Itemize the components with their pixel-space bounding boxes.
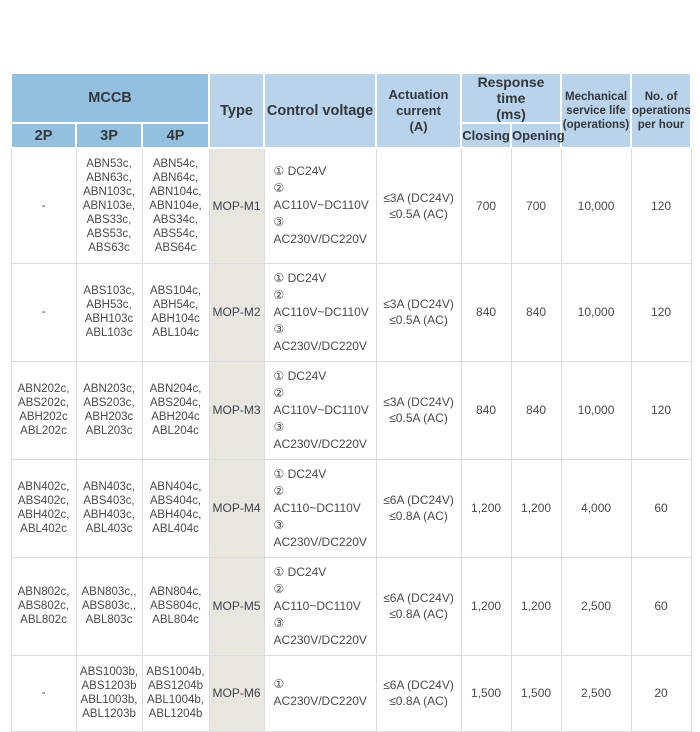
cell-mccb-2p: -: [10, 147, 77, 264]
table-row: ABN802c, ABS802c, ABL802c ABN803c,, ABS80…: [10, 556, 692, 656]
cell-mccb-4p: ABS104c, ABH54c, ABH104c ABL104c: [141, 262, 210, 362]
cell-mccb-3p: ABN53c, ABN63c, ABN103c, ABN103e, ABS33c…: [75, 147, 143, 264]
cell-mccb-3p: ABS103c, ABH53c, ABH103c ABL103c: [75, 262, 143, 362]
table-row: - ABS1003b, ABS1203b ABL1003b, ABL1203b AB…: [10, 654, 692, 732]
spec-table: MCCB Type Control voltage Actuation curr…: [9, 72, 693, 732]
table-row: ABN202c, ABS202c, ABH202c ABL202c ABN203c…: [10, 360, 692, 460]
cell-control-voltage: ① DC24V ② AC110V~DC110V ③ AC230V/DC220V: [263, 360, 377, 460]
cell-opening: 1,200: [510, 458, 562, 558]
cell-ops-per-hour: 120: [630, 262, 692, 362]
cell-service-life: 10,000: [560, 262, 632, 362]
header-2p: 2P: [10, 122, 77, 149]
cell-type: MOP-M1: [208, 147, 265, 264]
cell-mccb-2p: -: [10, 654, 77, 732]
header-3p: 3P: [75, 122, 143, 149]
header-closing: Closing: [460, 122, 513, 149]
cell-mccb-3p: ABS1003b, ABS1203b ABL1003b, ABL1203b: [75, 654, 143, 732]
cell-mccb-4p: ABN54c, ABN64c, ABN104c, ABN104e, ABS34c…: [141, 147, 210, 264]
cell-service-life: 2,500: [560, 556, 632, 656]
mccb-motor-operator-spec-section: MCCB Type Control voltage Actuation curr…: [9, 72, 693, 732]
header-service-life: Mechanical service life (operations): [560, 72, 633, 149]
cell-mccb-2p: ABN802c, ABS802c, ABL802c: [10, 556, 77, 656]
cell-closing: 700: [460, 147, 512, 264]
cell-ops-per-hour: 60: [630, 556, 692, 656]
cell-closing: 840: [460, 360, 512, 460]
cell-opening: 840: [510, 360, 562, 460]
cell-mccb-4p: ABN804c, ABS804c, ABL804c: [141, 556, 210, 656]
cell-opening: 1,200: [510, 556, 562, 656]
cell-mccb-4p: ABS1004b, ABS1204b ABL1004b, ABL1204b: [141, 654, 210, 732]
cell-actuation-current: ≤6A (DC24V) ≤0.8A (AC): [375, 556, 462, 656]
cell-opening: 840: [510, 262, 562, 362]
cell-closing: 840: [460, 262, 512, 362]
cell-type: MOP-M5: [208, 556, 265, 656]
cell-actuation-current: ≤6A (DC24V) ≤0.8A (AC): [375, 654, 462, 732]
cell-mccb-3p: ABN403c, ABS403c, ABH403c, ABL403c: [75, 458, 143, 558]
cell-opening: 700: [510, 147, 562, 264]
cell-closing: 1,200: [460, 458, 512, 558]
cell-opening: 1,500: [510, 654, 562, 732]
cell-actuation-current: ≤3A (DC24V) ≤0.5A (AC): [375, 147, 462, 264]
cell-mccb-2p: -: [10, 262, 77, 362]
cell-closing: 1,500: [460, 654, 512, 732]
table-row: ABN402c, ABS402c, ABH402c, ABL402c ABN403…: [10, 458, 692, 558]
header-ops-per-hour: No. of operations per hour: [630, 72, 693, 149]
cell-control-voltage: ① AC230V/DC220V: [263, 654, 377, 732]
header-4p: 4P: [140, 122, 211, 149]
cell-actuation-current: ≤6A (DC24V) ≤0.8A (AC): [375, 458, 462, 558]
cell-ops-per-hour: 120: [630, 360, 692, 460]
header-response-time: Response time (ms): [460, 72, 563, 124]
cell-actuation-current: ≤3A (DC24V) ≤0.5A (AC): [375, 262, 462, 362]
spec-table-body: - ABN53c, ABN63c, ABN103c, ABN103e, ABS33…: [10, 147, 692, 732]
cell-mccb-4p: ABN404c, ABS404c, ABH404c, ABL404c: [141, 458, 210, 558]
header-actuation-current: Actuation current (A): [375, 72, 463, 149]
cell-ops-per-hour: 120: [630, 147, 692, 264]
cell-service-life: 10,000: [560, 147, 632, 264]
header-opening: Opening: [510, 122, 565, 149]
header-type: Type: [208, 72, 266, 149]
cell-mccb-4p: ABN204c, ABS204c, ABH204c ABL204c: [141, 360, 210, 460]
cell-closing: 1,200: [460, 556, 512, 656]
header-control-voltage: Control voltage: [263, 72, 378, 149]
cell-type: MOP-M2: [208, 262, 265, 362]
cell-type: MOP-M4: [208, 458, 265, 558]
cell-mccb-2p: ABN402c, ABS402c, ABH402c, ABL402c: [10, 458, 77, 558]
cell-service-life: 4,000: [560, 458, 632, 558]
cell-ops-per-hour: 60: [630, 458, 692, 558]
cell-mccb-2p: ABN202c, ABS202c, ABH202c ABL202c: [10, 360, 77, 460]
table-row: - ABN53c, ABN63c, ABN103c, ABN103e, ABS33…: [10, 147, 692, 264]
cell-control-voltage: ① DC24V ② AC110V~DC110V ③ AC230V/DC220V: [263, 147, 377, 264]
cell-type: MOP-M3: [208, 360, 265, 460]
cell-type: MOP-M6: [208, 654, 265, 732]
cell-actuation-current: ≤3A (DC24V) ≤0.5A (AC): [375, 360, 462, 460]
cell-ops-per-hour: 20: [630, 654, 692, 732]
table-row: - ABS103c, ABH53c, ABH103c ABL103c ABS104c…: [10, 262, 692, 362]
spec-table-header: MCCB Type Control voltage Actuation curr…: [9, 72, 693, 149]
cell-service-life: 2,500: [560, 654, 632, 732]
cell-mccb-3p: ABN803c,, ABS803c,, ABL803c: [75, 556, 143, 656]
cell-service-life: 10,000: [560, 360, 632, 460]
cell-control-voltage: ① DC24V ② AC110~DC110V ③ AC230V/DC220V: [263, 458, 377, 558]
cell-mccb-3p: ABN203c, ABS203c, ABH203c ABL203c: [75, 360, 143, 460]
cell-control-voltage: ① DC24V ② AC110V~DC110V ③ AC230V/DC220V: [263, 262, 377, 362]
header-mccb: MCCB: [9, 72, 211, 124]
cell-control-voltage: ① DC24V ② AC110~DC110V ③ AC230V/DC220V: [263, 556, 377, 656]
